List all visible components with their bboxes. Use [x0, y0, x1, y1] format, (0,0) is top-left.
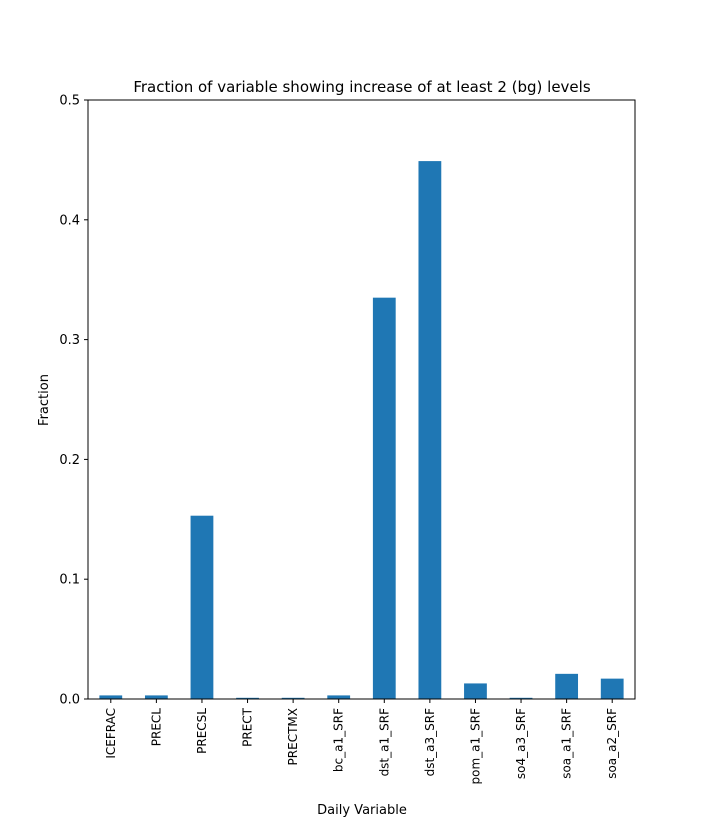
chart-title: Fraction of variable showing increase of…: [133, 78, 590, 96]
y-tick-label: 0.1: [59, 573, 80, 588]
x-tick-label: soa_a1_SRF: [560, 708, 574, 779]
y-tick-label: 0.0: [59, 693, 80, 708]
plot-frame: [87, 99, 636, 700]
x-tick-label: soa_a2_SRF: [605, 708, 619, 779]
x-tick-label: PRECL: [149, 708, 163, 747]
x-axis: ICEFRAC PRECL PRECSL PRECT PRECTMX bc_a1_SRF d…: [104, 699, 619, 785]
x-tick-label: dst_a3_SRF: [423, 708, 437, 777]
x-tick-label: ICEFRAC: [104, 708, 118, 759]
y-axis: 0.0 0.1 0.2 0.3 0.4 0.5: [59, 94, 88, 708]
bar-bc_a1_SRF: [327, 695, 351, 699]
y-axis-label: Fraction: [37, 374, 52, 426]
x-axis-label: Daily Variable: [317, 803, 407, 818]
bar-dst_a1_SRF: [372, 297, 396, 699]
x-tick-label: PRECTMX: [286, 708, 300, 765]
bars-group: [99, 161, 624, 699]
bar-PRECSL: [190, 515, 214, 699]
y-tick-label: 0.3: [59, 333, 80, 348]
y-tick-label: 0.5: [59, 94, 80, 109]
x-tick-label: dst_a1_SRF: [377, 708, 391, 777]
bar-soa_a1_SRF: [555, 673, 579, 699]
y-tick-label: 0.4: [59, 213, 80, 228]
bar-PRECL: [144, 695, 168, 699]
bar-PRECTMX: [281, 697, 305, 699]
x-tick-label: PRECSL: [195, 708, 209, 754]
x-tick-label: so4_a3_SRF: [514, 708, 528, 779]
y-tick-label: 0.2: [59, 453, 80, 468]
bar-dst_a3_SRF: [418, 161, 442, 699]
bar-so4_a3_SRF: [509, 697, 533, 699]
bar-ICEFRAC: [99, 695, 123, 699]
bar-pom_a1_SRF: [464, 683, 487, 699]
x-tick-label: bc_a1_SRF: [332, 708, 346, 772]
x-tick-label: PRECT: [241, 707, 255, 747]
bar-soa_a2_SRF: [600, 678, 624, 699]
bar-PRECT: [236, 697, 259, 699]
x-tick-label: pom_a1_SRF: [468, 708, 482, 785]
